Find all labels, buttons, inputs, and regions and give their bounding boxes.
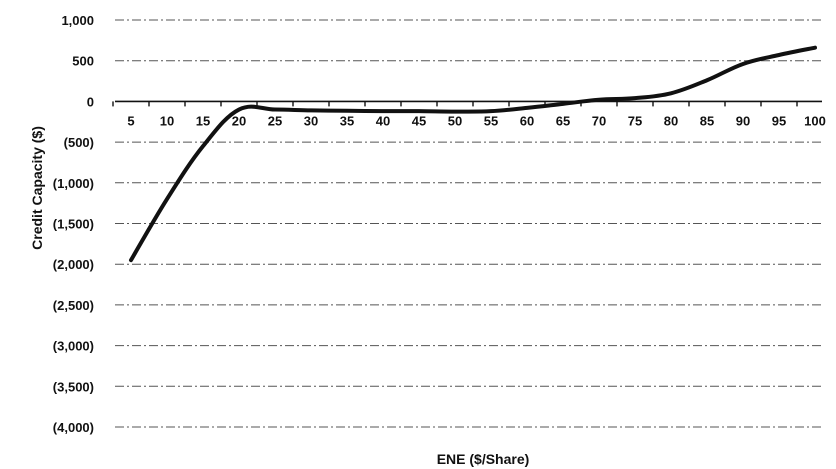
series-line bbox=[129, 45, 817, 263]
x-tick-label: 85 bbox=[700, 113, 714, 128]
x-tick-label: 80 bbox=[664, 113, 678, 128]
y-axis-title: Credit Capacity ($) bbox=[29, 126, 45, 250]
x-tick-label: 45 bbox=[412, 113, 426, 128]
x-tick-label: 70 bbox=[592, 113, 606, 128]
x-axis bbox=[112, 100, 822, 107]
x-tick-label: 75 bbox=[628, 113, 642, 128]
y-tick-label: (4,000) bbox=[53, 420, 94, 435]
y-tick-label: (500) bbox=[64, 135, 94, 150]
x-tick-label: 35 bbox=[340, 113, 354, 128]
y-tick-label: (2,500) bbox=[53, 298, 94, 313]
x-tick-label: 100 bbox=[804, 113, 826, 128]
x-tick-label: 90 bbox=[736, 113, 750, 128]
y-tick-label: 0 bbox=[87, 94, 94, 109]
x-tick-label: 15 bbox=[196, 113, 210, 128]
y-tick-label: 1,000 bbox=[61, 13, 94, 28]
x-tick-label: 40 bbox=[376, 113, 390, 128]
y-axis-tick-labels: 1,000 500 0 (500) (1,000) (1,500) (2,000) (2,50… bbox=[53, 13, 94, 435]
grid-lines bbox=[115, 19, 822, 428]
x-tick-label: 5 bbox=[127, 113, 134, 128]
x-tick-label: 10 bbox=[160, 113, 174, 128]
y-tick-label: (1,000) bbox=[53, 176, 94, 191]
x-axis-tick-labels: 5 10 15 20 25 30 35 40 45 50 55 60 65 70 75 80 85 90 95 100 bbox=[127, 113, 825, 128]
y-tick-label: (1,500) bbox=[53, 217, 94, 232]
x-tick-label: 30 bbox=[304, 113, 318, 128]
y-tick-label: (2,000) bbox=[53, 257, 94, 272]
x-tick-label: 20 bbox=[232, 113, 246, 128]
y-tick-label: (3,000) bbox=[53, 339, 94, 354]
x-tick-label: 65 bbox=[556, 113, 570, 128]
x-axis-title: ENE ($/Share) bbox=[437, 451, 530, 467]
x-tick-label: 55 bbox=[484, 113, 498, 128]
x-tick-label: 95 bbox=[772, 113, 786, 128]
x-tick-label: 60 bbox=[520, 113, 534, 128]
x-tick-label: 25 bbox=[268, 113, 282, 128]
x-tick-label: 50 bbox=[448, 113, 462, 128]
y-tick-label: 500 bbox=[72, 54, 94, 69]
y-tick-label: (3,500) bbox=[53, 379, 94, 394]
